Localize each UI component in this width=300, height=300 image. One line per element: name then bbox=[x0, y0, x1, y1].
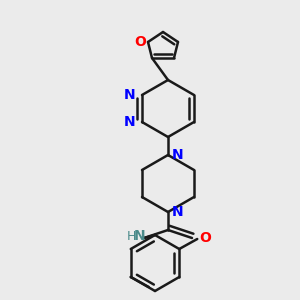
Text: N: N bbox=[134, 229, 146, 243]
Text: N: N bbox=[172, 205, 184, 219]
Text: N: N bbox=[124, 88, 136, 102]
Text: O: O bbox=[199, 231, 211, 245]
Text: H: H bbox=[126, 230, 136, 242]
Text: O: O bbox=[134, 35, 146, 49]
Text: N: N bbox=[172, 148, 184, 162]
Text: N: N bbox=[124, 115, 136, 129]
